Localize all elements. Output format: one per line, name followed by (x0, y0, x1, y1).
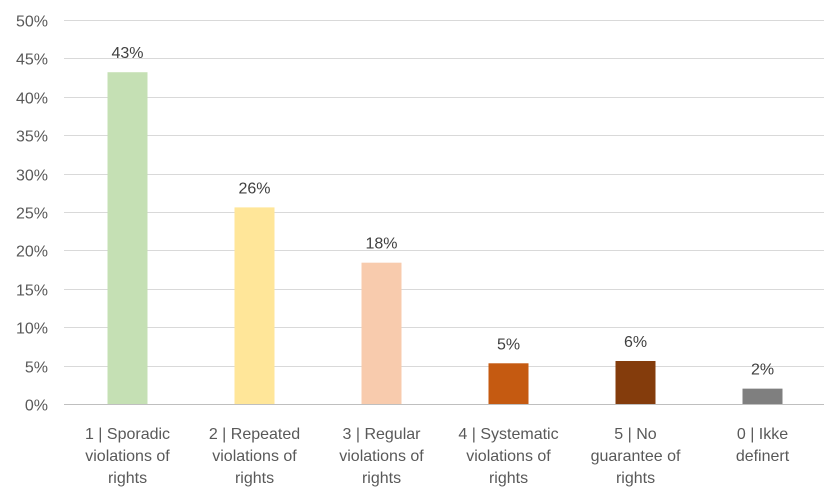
y-tick-label: 50% (16, 14, 48, 31)
bar (488, 363, 529, 404)
y-tick-label: 5% (25, 360, 48, 377)
category-label: violations of (212, 448, 297, 465)
y-tick-label: 45% (16, 52, 48, 69)
gridlines (64, 20, 824, 405)
data-label: 18% (365, 236, 397, 253)
bar (742, 388, 783, 404)
category-label: guarantee of (591, 448, 681, 465)
data-label: 26% (238, 180, 270, 197)
category-label: definert (736, 448, 790, 465)
category-label: rights (362, 470, 401, 487)
y-tick-label: 40% (16, 91, 48, 108)
category-label: 0 | Ikke (737, 426, 788, 443)
category-label: 5 | No (614, 426, 657, 443)
bars (107, 72, 783, 404)
data-label: 5% (497, 336, 520, 353)
bar (107, 72, 148, 404)
bar (615, 360, 656, 404)
data-label: 6% (624, 334, 647, 351)
category-label: rights (489, 470, 528, 487)
category-label: 3 | Regular (343, 426, 422, 443)
y-axis-tick-labels: 0% 5% 10% 15% 20% 25% 30% 35% 40% 45% 50% (16, 14, 48, 415)
category-label: violations of (339, 448, 424, 465)
category-label: 2 | Repeated (209, 426, 300, 443)
category-label: rights (235, 470, 274, 487)
y-tick-label: 35% (16, 129, 48, 146)
data-labels: 43% 26% 18% 5% 6% 2% (111, 45, 774, 378)
bar (361, 262, 402, 404)
data-label: 43% (111, 45, 143, 62)
y-tick-label: 30% (16, 168, 48, 185)
category-label: 4 | Systematic (458, 426, 558, 443)
bar (234, 207, 275, 404)
y-tick-label: 0% (25, 398, 48, 415)
data-label: 2% (751, 362, 774, 379)
y-tick-label: 25% (16, 206, 48, 223)
y-tick-label: 20% (16, 244, 48, 261)
category-label: rights (616, 470, 655, 487)
category-label: violations of (85, 448, 170, 465)
y-tick-label: 10% (16, 321, 48, 338)
category-label: rights (108, 470, 147, 487)
category-label: 1 | Sporadic (85, 426, 170, 443)
category-label: violations of (466, 448, 551, 465)
y-tick-label: 15% (16, 283, 48, 300)
x-axis-category-labels: 1 | Sporadic violations of rights 2 | Repea… (85, 426, 790, 487)
